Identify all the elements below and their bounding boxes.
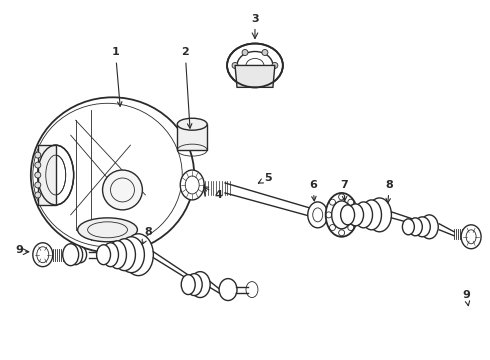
Ellipse shape <box>31 97 194 253</box>
Ellipse shape <box>63 244 78 266</box>
Ellipse shape <box>114 239 135 271</box>
Text: 1: 1 <box>112 48 122 106</box>
Ellipse shape <box>368 198 392 232</box>
Text: 8: 8 <box>142 227 152 244</box>
Ellipse shape <box>186 274 202 296</box>
Circle shape <box>35 182 41 188</box>
Circle shape <box>272 62 278 68</box>
Ellipse shape <box>420 215 438 239</box>
Ellipse shape <box>181 275 195 294</box>
Ellipse shape <box>219 279 237 301</box>
Circle shape <box>35 162 41 168</box>
Ellipse shape <box>190 272 210 298</box>
Ellipse shape <box>347 204 364 226</box>
Text: 2: 2 <box>181 48 192 128</box>
Ellipse shape <box>108 241 126 269</box>
Circle shape <box>242 75 248 81</box>
Ellipse shape <box>38 145 74 205</box>
Text: 7: 7 <box>341 180 348 201</box>
Text: 9: 9 <box>462 289 470 306</box>
Text: 3: 3 <box>251 14 259 24</box>
Ellipse shape <box>326 193 358 237</box>
Ellipse shape <box>415 217 430 237</box>
Ellipse shape <box>74 247 87 263</box>
Ellipse shape <box>402 219 415 235</box>
Ellipse shape <box>69 245 83 265</box>
Circle shape <box>102 170 143 210</box>
Circle shape <box>242 50 248 55</box>
Circle shape <box>262 75 268 81</box>
Polygon shape <box>38 145 56 205</box>
Text: 5: 5 <box>258 173 272 183</box>
Ellipse shape <box>123 234 153 276</box>
Ellipse shape <box>180 170 204 200</box>
Ellipse shape <box>77 218 137 242</box>
Ellipse shape <box>362 200 382 230</box>
Ellipse shape <box>308 202 328 228</box>
Circle shape <box>262 50 268 55</box>
Circle shape <box>35 172 41 178</box>
Polygon shape <box>235 66 275 87</box>
Ellipse shape <box>227 44 283 87</box>
Text: 9: 9 <box>15 245 23 255</box>
Text: 6: 6 <box>309 180 317 201</box>
Circle shape <box>35 152 41 158</box>
Ellipse shape <box>33 243 53 267</box>
Ellipse shape <box>102 243 119 267</box>
Ellipse shape <box>341 205 355 225</box>
Ellipse shape <box>408 218 422 236</box>
Ellipse shape <box>461 225 481 249</box>
Ellipse shape <box>119 237 145 273</box>
Text: 4: 4 <box>204 187 222 200</box>
Circle shape <box>232 62 238 68</box>
Text: 8: 8 <box>386 180 393 203</box>
Polygon shape <box>177 124 207 150</box>
Ellipse shape <box>355 202 372 228</box>
Ellipse shape <box>97 245 111 265</box>
Circle shape <box>35 192 41 198</box>
Ellipse shape <box>177 118 207 130</box>
